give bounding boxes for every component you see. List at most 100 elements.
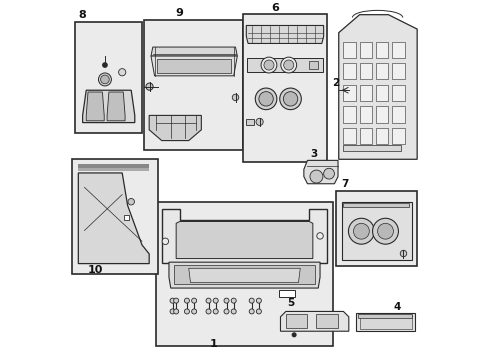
Circle shape	[231, 298, 236, 303]
Polygon shape	[303, 160, 337, 184]
Bar	[391, 42, 404, 58]
Circle shape	[184, 309, 189, 314]
Circle shape	[119, 69, 125, 76]
Circle shape	[191, 298, 196, 303]
Polygon shape	[162, 209, 326, 263]
Bar	[375, 128, 387, 144]
Circle shape	[213, 309, 218, 314]
Polygon shape	[86, 92, 104, 121]
Circle shape	[316, 233, 323, 239]
Circle shape	[283, 60, 293, 70]
Circle shape	[400, 250, 406, 257]
Bar	[343, 145, 400, 151]
Circle shape	[205, 309, 211, 314]
Bar	[242, 14, 326, 162]
Text: 5: 5	[287, 298, 294, 308]
Bar	[143, 20, 242, 149]
Polygon shape	[82, 90, 135, 123]
Bar	[359, 107, 371, 123]
Polygon shape	[151, 56, 237, 76]
Circle shape	[205, 298, 211, 303]
Circle shape	[224, 309, 228, 314]
Text: 3: 3	[309, 149, 317, 158]
Circle shape	[280, 57, 296, 73]
Bar	[357, 314, 412, 318]
Circle shape	[191, 309, 196, 314]
Circle shape	[309, 170, 322, 183]
Bar	[174, 265, 314, 284]
Bar	[72, 158, 158, 274]
Bar	[391, 63, 404, 80]
Polygon shape	[169, 262, 319, 288]
Circle shape	[264, 60, 273, 70]
Circle shape	[232, 94, 238, 101]
Bar	[78, 168, 149, 171]
Bar	[359, 85, 371, 101]
Text: 9: 9	[176, 8, 183, 18]
Circle shape	[101, 75, 109, 84]
Bar	[278, 290, 294, 297]
Circle shape	[231, 309, 236, 314]
Text: 1: 1	[210, 339, 217, 349]
Bar	[316, 314, 337, 328]
Bar	[375, 42, 387, 58]
Circle shape	[372, 218, 398, 244]
Polygon shape	[247, 58, 322, 72]
Text: 10: 10	[87, 265, 102, 275]
Polygon shape	[338, 15, 416, 159]
Circle shape	[102, 62, 107, 68]
Circle shape	[256, 118, 263, 126]
Bar	[359, 128, 371, 144]
Circle shape	[170, 309, 175, 314]
Bar	[343, 63, 355, 80]
Circle shape	[173, 298, 178, 303]
Polygon shape	[280, 311, 348, 331]
Circle shape	[323, 168, 334, 179]
Polygon shape	[78, 173, 149, 264]
Bar	[156, 202, 332, 346]
Circle shape	[213, 298, 218, 303]
Circle shape	[249, 298, 254, 303]
Circle shape	[256, 309, 261, 314]
Circle shape	[224, 298, 228, 303]
Bar	[375, 107, 387, 123]
Circle shape	[173, 309, 178, 314]
Circle shape	[348, 218, 374, 244]
Bar	[359, 315, 411, 329]
Circle shape	[261, 57, 276, 73]
Polygon shape	[151, 47, 237, 56]
Bar	[375, 63, 387, 80]
Text: 8: 8	[78, 10, 85, 20]
Bar	[391, 107, 404, 123]
Circle shape	[291, 332, 296, 337]
Bar	[157, 59, 231, 73]
Circle shape	[279, 88, 301, 110]
Bar	[245, 119, 253, 125]
Circle shape	[377, 223, 393, 239]
Polygon shape	[176, 221, 312, 258]
Circle shape	[256, 298, 261, 303]
Bar	[343, 42, 355, 58]
Bar	[124, 215, 129, 220]
Bar	[285, 314, 306, 328]
Bar	[375, 85, 387, 101]
Bar	[343, 203, 408, 207]
Circle shape	[258, 92, 273, 106]
Polygon shape	[341, 202, 411, 260]
Circle shape	[184, 298, 189, 303]
Circle shape	[249, 309, 254, 314]
Bar	[75, 22, 142, 134]
Circle shape	[353, 223, 368, 239]
Bar	[359, 42, 371, 58]
Polygon shape	[246, 26, 323, 44]
Polygon shape	[107, 92, 125, 121]
Bar	[343, 85, 355, 101]
Text: 4: 4	[393, 302, 401, 312]
Circle shape	[283, 92, 297, 106]
Polygon shape	[355, 313, 414, 331]
Bar	[343, 107, 355, 123]
Bar	[78, 164, 149, 169]
Polygon shape	[149, 116, 201, 141]
Bar	[391, 128, 404, 144]
Text: 2: 2	[331, 78, 339, 89]
